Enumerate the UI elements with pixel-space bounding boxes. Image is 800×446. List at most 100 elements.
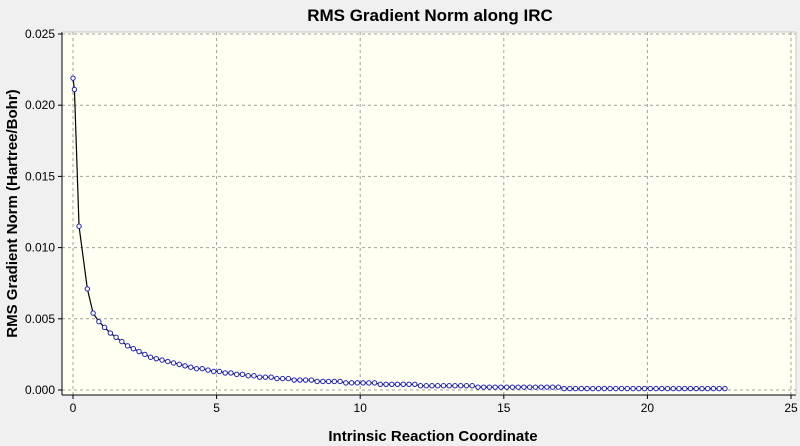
- data-point: [119, 338, 125, 345]
- data-point: [578, 385, 585, 392]
- data-point: [205, 367, 211, 373]
- data-point: [142, 351, 148, 358]
- data-point: [124, 343, 131, 349]
- y-axis-label: RMS Gradient Norm (Hartree/Bohr): [4, 89, 21, 337]
- data-point: [716, 385, 722, 392]
- data-point: [538, 384, 544, 390]
- data-point: [567, 385, 573, 392]
- x-tick-label: 15: [497, 401, 511, 415]
- data-point: [268, 374, 274, 380]
- y-tick-label: 0.025: [25, 27, 55, 41]
- data-point: [624, 385, 630, 392]
- data-point: [211, 368, 217, 375]
- data-point: [325, 378, 332, 385]
- data-point: [136, 348, 142, 355]
- data-point: [245, 373, 251, 379]
- data-point: [279, 375, 286, 382]
- data-point: [544, 384, 550, 390]
- data-point: [705, 385, 711, 392]
- series-layer: [70, 75, 728, 392]
- data-point: [251, 373, 257, 379]
- data-point: [222, 370, 228, 376]
- data-point: [653, 385, 659, 392]
- data-point: [76, 223, 82, 229]
- data-point: [492, 384, 498, 390]
- data-point: [601, 385, 608, 392]
- axes: [61, 31, 797, 396]
- data-point: [147, 354, 154, 360]
- data-point: [463, 383, 470, 389]
- data-point: [274, 375, 280, 382]
- data-point: [302, 377, 309, 383]
- data-point: [343, 380, 349, 386]
- data-point: [130, 346, 137, 352]
- data-point: [532, 384, 539, 390]
- data-point: [607, 385, 613, 392]
- data-point: [216, 368, 223, 375]
- data-point: [354, 380, 361, 386]
- data-point: [687, 385, 694, 392]
- x-tick-label: 20: [641, 401, 655, 415]
- data-point: [480, 384, 487, 390]
- data-point: [664, 385, 671, 392]
- data-point: [515, 384, 521, 390]
- data-point: [670, 385, 676, 392]
- data-point: [549, 384, 556, 390]
- data-point: [360, 380, 366, 386]
- data-point: [722, 385, 728, 392]
- y-tick-label: 0.005: [25, 312, 55, 326]
- y-tick-label: 0.015: [25, 169, 55, 183]
- data-point: [406, 381, 412, 388]
- data-point: [331, 378, 338, 385]
- data-point: [503, 384, 510, 390]
- data-point: [486, 384, 493, 390]
- data-point: [96, 318, 102, 325]
- data-point: [188, 364, 194, 370]
- data-point: [199, 365, 205, 372]
- data-point: [371, 380, 378, 386]
- x-tick-label: 5: [213, 401, 220, 415]
- data-point: [636, 385, 642, 392]
- y-tick-label: 0.010: [25, 241, 55, 255]
- data-point: [699, 385, 705, 392]
- data-point: [647, 385, 653, 392]
- data-point: [153, 355, 159, 362]
- data-point: [613, 385, 619, 392]
- y-tick-label: 0.000: [25, 383, 55, 397]
- data-point: [630, 385, 636, 392]
- data-point: [400, 381, 406, 388]
- data-point: [412, 381, 418, 388]
- data-point: [337, 378, 343, 385]
- data-point: [435, 383, 441, 389]
- data-point: [676, 385, 682, 392]
- data-point: [440, 383, 447, 389]
- data-point: [71, 86, 78, 93]
- data-point: [452, 383, 458, 389]
- data-point: [555, 384, 562, 390]
- plot-area: [62, 32, 796, 395]
- data-point: [262, 374, 269, 380]
- data-point: [394, 381, 401, 388]
- x-tick-label: 25: [784, 401, 798, 415]
- data-point: [170, 360, 177, 366]
- x-tick-label: 10: [354, 401, 368, 415]
- data-point: [429, 383, 435, 389]
- data-point: [297, 377, 303, 383]
- data-point: [101, 324, 108, 331]
- data-point: [417, 383, 424, 389]
- data-point: [165, 358, 171, 365]
- data-point: [641, 385, 648, 392]
- data-point: [509, 384, 516, 390]
- data-point: [314, 378, 320, 385]
- data-point: [710, 385, 717, 392]
- data-point: [308, 377, 315, 383]
- data-point: [595, 385, 602, 392]
- data-point: [526, 384, 533, 390]
- data-point: [682, 385, 688, 392]
- data-point: [659, 385, 665, 392]
- data-point: [239, 371, 246, 378]
- data-point: [285, 375, 292, 382]
- data-point: [475, 384, 481, 390]
- data-point: [561, 385, 567, 392]
